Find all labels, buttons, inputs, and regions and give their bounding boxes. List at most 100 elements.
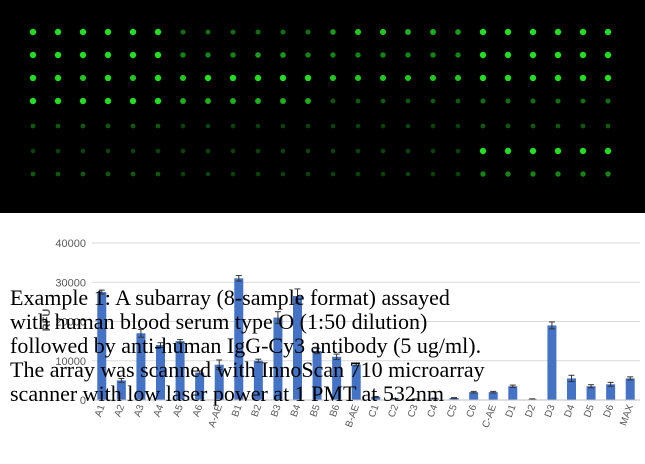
array-spot: [330, 29, 336, 35]
array-spot: [330, 171, 336, 177]
array-spot: [204, 74, 212, 82]
array-spot: [604, 74, 612, 82]
array-spot: [529, 51, 537, 59]
y-tick-label: 10000: [55, 356, 86, 368]
array-spot: [105, 171, 111, 177]
array-spot: [505, 171, 511, 177]
array-spot: [605, 123, 611, 129]
bar: [214, 364, 224, 400]
array-spot: [530, 171, 536, 177]
array-spot: [305, 52, 311, 58]
bar: [253, 360, 263, 400]
array-spot: [154, 97, 162, 105]
array-spot: [255, 98, 261, 104]
array-spot: [430, 29, 436, 35]
array-spot: [54, 28, 62, 36]
y-tick-label: 20000: [55, 317, 86, 329]
array-spot: [205, 29, 211, 35]
array-spot: [205, 123, 211, 129]
array-spot: [405, 52, 411, 58]
array-spot: [529, 28, 537, 36]
bar: [371, 396, 381, 400]
array-spot: [30, 148, 36, 154]
array-spot: [555, 171, 561, 177]
bar-chart: 0 10000 20000 30000 40000 RFU A1 A2 A3 A4 A5 A6 A-AE…: [41, 238, 640, 430]
array-spot: [604, 51, 612, 59]
bar: [351, 364, 361, 400]
array-spot: [355, 171, 361, 177]
x-tick-label: A2: [113, 403, 128, 419]
array-spot: [430, 148, 436, 154]
array-spot: [380, 171, 386, 177]
bar: [156, 345, 165, 400]
array-spot: [55, 123, 61, 129]
array-spot: [29, 51, 37, 59]
x-tick-label: A1: [93, 403, 108, 419]
array-spot: [230, 52, 236, 58]
array-spot: [30, 171, 36, 177]
bar: [293, 295, 302, 400]
array-spot: [479, 74, 487, 82]
array-spot: [80, 171, 86, 177]
array-spot: [104, 28, 112, 36]
array-spot: [405, 123, 411, 129]
bar: [586, 386, 596, 400]
array-spot: [280, 29, 286, 35]
array-spot: [130, 171, 136, 177]
array-spot: [604, 147, 612, 155]
array-spot: [205, 52, 211, 58]
array-spot: [180, 52, 186, 58]
array-spot: [54, 51, 62, 59]
microarray-scan-image: [0, 0, 645, 213]
array-spot: [154, 51, 162, 59]
array-spot: [205, 148, 211, 154]
array-spot: [104, 97, 112, 105]
array-spot: [180, 148, 186, 154]
array-spot: [279, 74, 287, 82]
caption-line-3: followed by anti-human IgG-Cy3 antibody …: [10, 333, 482, 358]
array-spot: [304, 74, 312, 82]
array-spot: [505, 98, 511, 104]
y-tick-label: 40000: [55, 238, 86, 250]
array-spot: [529, 74, 537, 82]
array-spot: [305, 148, 311, 154]
y-axis-label: RFU: [41, 309, 53, 332]
array-spot: [380, 148, 386, 154]
array-spot: [229, 74, 237, 82]
x-tick-label: B2: [250, 403, 265, 419]
bar: [195, 372, 205, 400]
array-spot: [29, 74, 37, 82]
x-tick-label: D4: [563, 403, 578, 419]
x-tick-label: C1: [367, 403, 382, 419]
array-spot: [380, 123, 386, 129]
array-spot: [230, 148, 236, 154]
bar: [234, 278, 244, 400]
array-spot: [430, 123, 436, 129]
array-spot: [205, 171, 211, 177]
array-spot: [430, 52, 436, 58]
array-spot: [530, 98, 536, 104]
bar: [312, 350, 322, 400]
array-spot: [330, 98, 336, 104]
array-spot: [429, 74, 437, 82]
array-spot: [129, 97, 137, 105]
x-tick-label: C2: [386, 403, 401, 419]
array-spot: [255, 29, 261, 35]
array-spot: [580, 171, 586, 177]
array-spot: [479, 51, 487, 59]
array-spot: [79, 51, 87, 59]
x-tick-label: C3: [406, 403, 421, 419]
array-spot: [355, 98, 361, 104]
x-tick-label: C5: [445, 403, 460, 419]
x-tick-label: C-AE: [481, 403, 500, 430]
array-spot: [129, 74, 137, 82]
array-spot: [329, 74, 337, 82]
array-spot: [604, 28, 612, 36]
array-spot: [155, 123, 161, 129]
array-spot: [355, 52, 361, 58]
array-spot: [480, 98, 486, 104]
array-spot: [529, 147, 537, 155]
array-spot: [205, 98, 211, 104]
array-spot: [280, 148, 286, 154]
array-spot: [255, 123, 261, 129]
